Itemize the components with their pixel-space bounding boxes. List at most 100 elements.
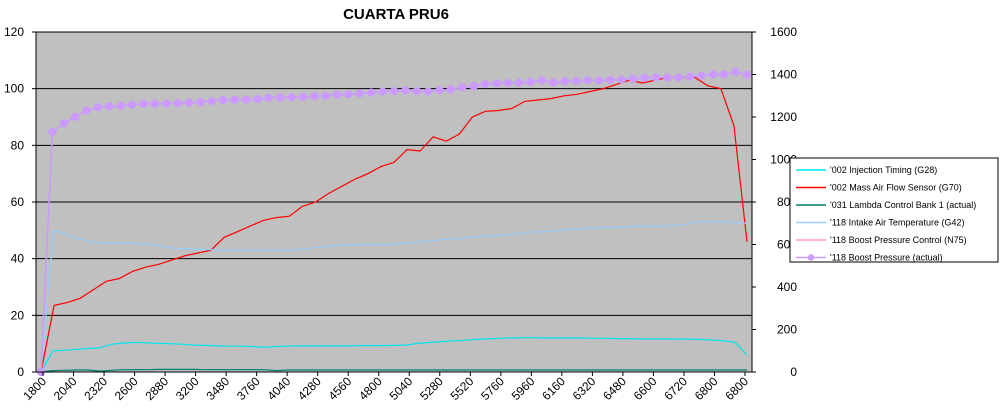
series-point	[537, 76, 547, 85]
series-point	[82, 106, 91, 115]
series-lines	[36, 67, 752, 377]
y-right-tick-label: 1200	[770, 110, 797, 124]
x-tick-label: 5280	[417, 374, 446, 403]
series-line-3	[40, 221, 748, 373]
series-point	[184, 98, 194, 107]
series-point	[686, 72, 695, 81]
series-point	[731, 67, 740, 77]
series-point	[321, 91, 330, 100]
series-point	[458, 83, 467, 92]
legend-label: '002 Injection Timing (G28)	[830, 165, 937, 175]
series-point	[742, 70, 752, 80]
x-tick-label: 6800	[692, 374, 721, 403]
x-tick-label: 6720	[661, 374, 690, 403]
legend-label: '118 Intake Air Temperature (G42)	[830, 218, 964, 228]
x-tick-label: 3480	[203, 374, 232, 403]
y-left-tick-label: 120	[4, 25, 24, 39]
series-point	[71, 112, 80, 122]
x-tick-label: 6320	[570, 374, 599, 403]
series-point	[196, 98, 205, 107]
x-tick-label: 6800	[722, 374, 751, 403]
series-point	[412, 87, 421, 96]
series-point	[105, 102, 114, 111]
series-point	[116, 101, 125, 111]
x-tick-label: 6160	[539, 374, 568, 403]
series-point	[59, 119, 68, 128]
y-left-tick-label: 40	[11, 252, 25, 266]
x-tick-label: 5760	[478, 374, 507, 403]
x-tick-label: 4800	[356, 374, 385, 403]
y-left-ticks: 0 20 40 60 80 100 120	[4, 25, 36, 379]
legend: '002 Injection Timing (G28) '002 Mass Air…	[789, 157, 999, 263]
series-point	[469, 82, 478, 91]
series-point	[401, 86, 410, 95]
series-point	[515, 78, 524, 87]
series-line-2	[40, 368, 747, 373]
series-point	[276, 93, 285, 102]
series-point	[333, 90, 342, 99]
series-point	[253, 94, 262, 104]
series-point	[492, 79, 501, 88]
series-point	[697, 71, 706, 80]
series-point	[424, 87, 433, 96]
series-point	[629, 74, 638, 83]
series-point	[241, 95, 251, 104]
y-left-tick-label: 0	[17, 365, 24, 379]
series-point	[526, 77, 535, 87]
series-point	[93, 103, 103, 112]
series-point	[435, 86, 444, 95]
x-tick-label: 1800	[20, 374, 49, 403]
series-point	[606, 75, 615, 85]
chart-title: CUARTA PRU6	[343, 6, 449, 23]
x-ticks: 1800 2040 2320 2600 2880 3200 3480 3760 4040 4280…	[20, 372, 751, 403]
series-point	[150, 99, 159, 108]
legend-box	[789, 157, 999, 263]
series-point	[481, 80, 490, 89]
series-point	[310, 92, 319, 101]
series-point	[173, 99, 182, 108]
series-point	[617, 75, 626, 84]
x-tick-label: 2320	[81, 374, 110, 403]
x-tick-label: 3200	[173, 374, 202, 403]
series-point	[128, 100, 137, 109]
series-point	[367, 88, 376, 97]
series-point	[298, 92, 307, 101]
series-point	[48, 127, 57, 136]
series-point	[503, 78, 512, 88]
y-right-tick-label: 1600	[770, 25, 797, 39]
series-point	[594, 76, 604, 85]
series-point	[674, 73, 683, 82]
series-line-0	[40, 337, 748, 373]
series-point	[207, 97, 216, 106]
series-point	[355, 89, 364, 98]
x-tick-label: 2040	[51, 374, 80, 403]
series-point	[378, 87, 387, 96]
x-tick-label: 6600	[631, 374, 660, 403]
x-tick-label: 3760	[234, 374, 263, 403]
legend-label: '118 Boost Pressure Control (N75)	[830, 235, 967, 245]
series-point	[583, 76, 592, 85]
series-point	[651, 73, 661, 82]
y-right-tick-label: 1400	[770, 68, 797, 82]
y-left-tick-label: 60	[11, 195, 25, 209]
series-point	[139, 99, 148, 108]
series-point	[663, 73, 672, 82]
legend-label: '031 Lambda Control Bank 1 (actual)	[830, 200, 976, 210]
y-right-tick-label: 400	[777, 280, 797, 294]
y-left-tick-label: 100	[4, 82, 24, 96]
series-point	[560, 77, 569, 86]
y-right-tick-label: 0	[790, 365, 797, 379]
legend-label: '002 Mass Air Flow Sensor (G70)	[830, 183, 962, 193]
y-right-tick-label: 200	[777, 323, 797, 337]
series-point	[162, 99, 171, 108]
x-tick-label: 2880	[142, 374, 171, 403]
series-point	[446, 85, 455, 94]
series-point	[549, 78, 558, 87]
series-point	[344, 90, 353, 99]
series-point	[219, 95, 228, 105]
series-point	[230, 95, 239, 104]
x-tick-label: 2600	[112, 374, 141, 403]
y-left-tick-label: 20	[11, 308, 25, 322]
series-point	[287, 93, 296, 102]
